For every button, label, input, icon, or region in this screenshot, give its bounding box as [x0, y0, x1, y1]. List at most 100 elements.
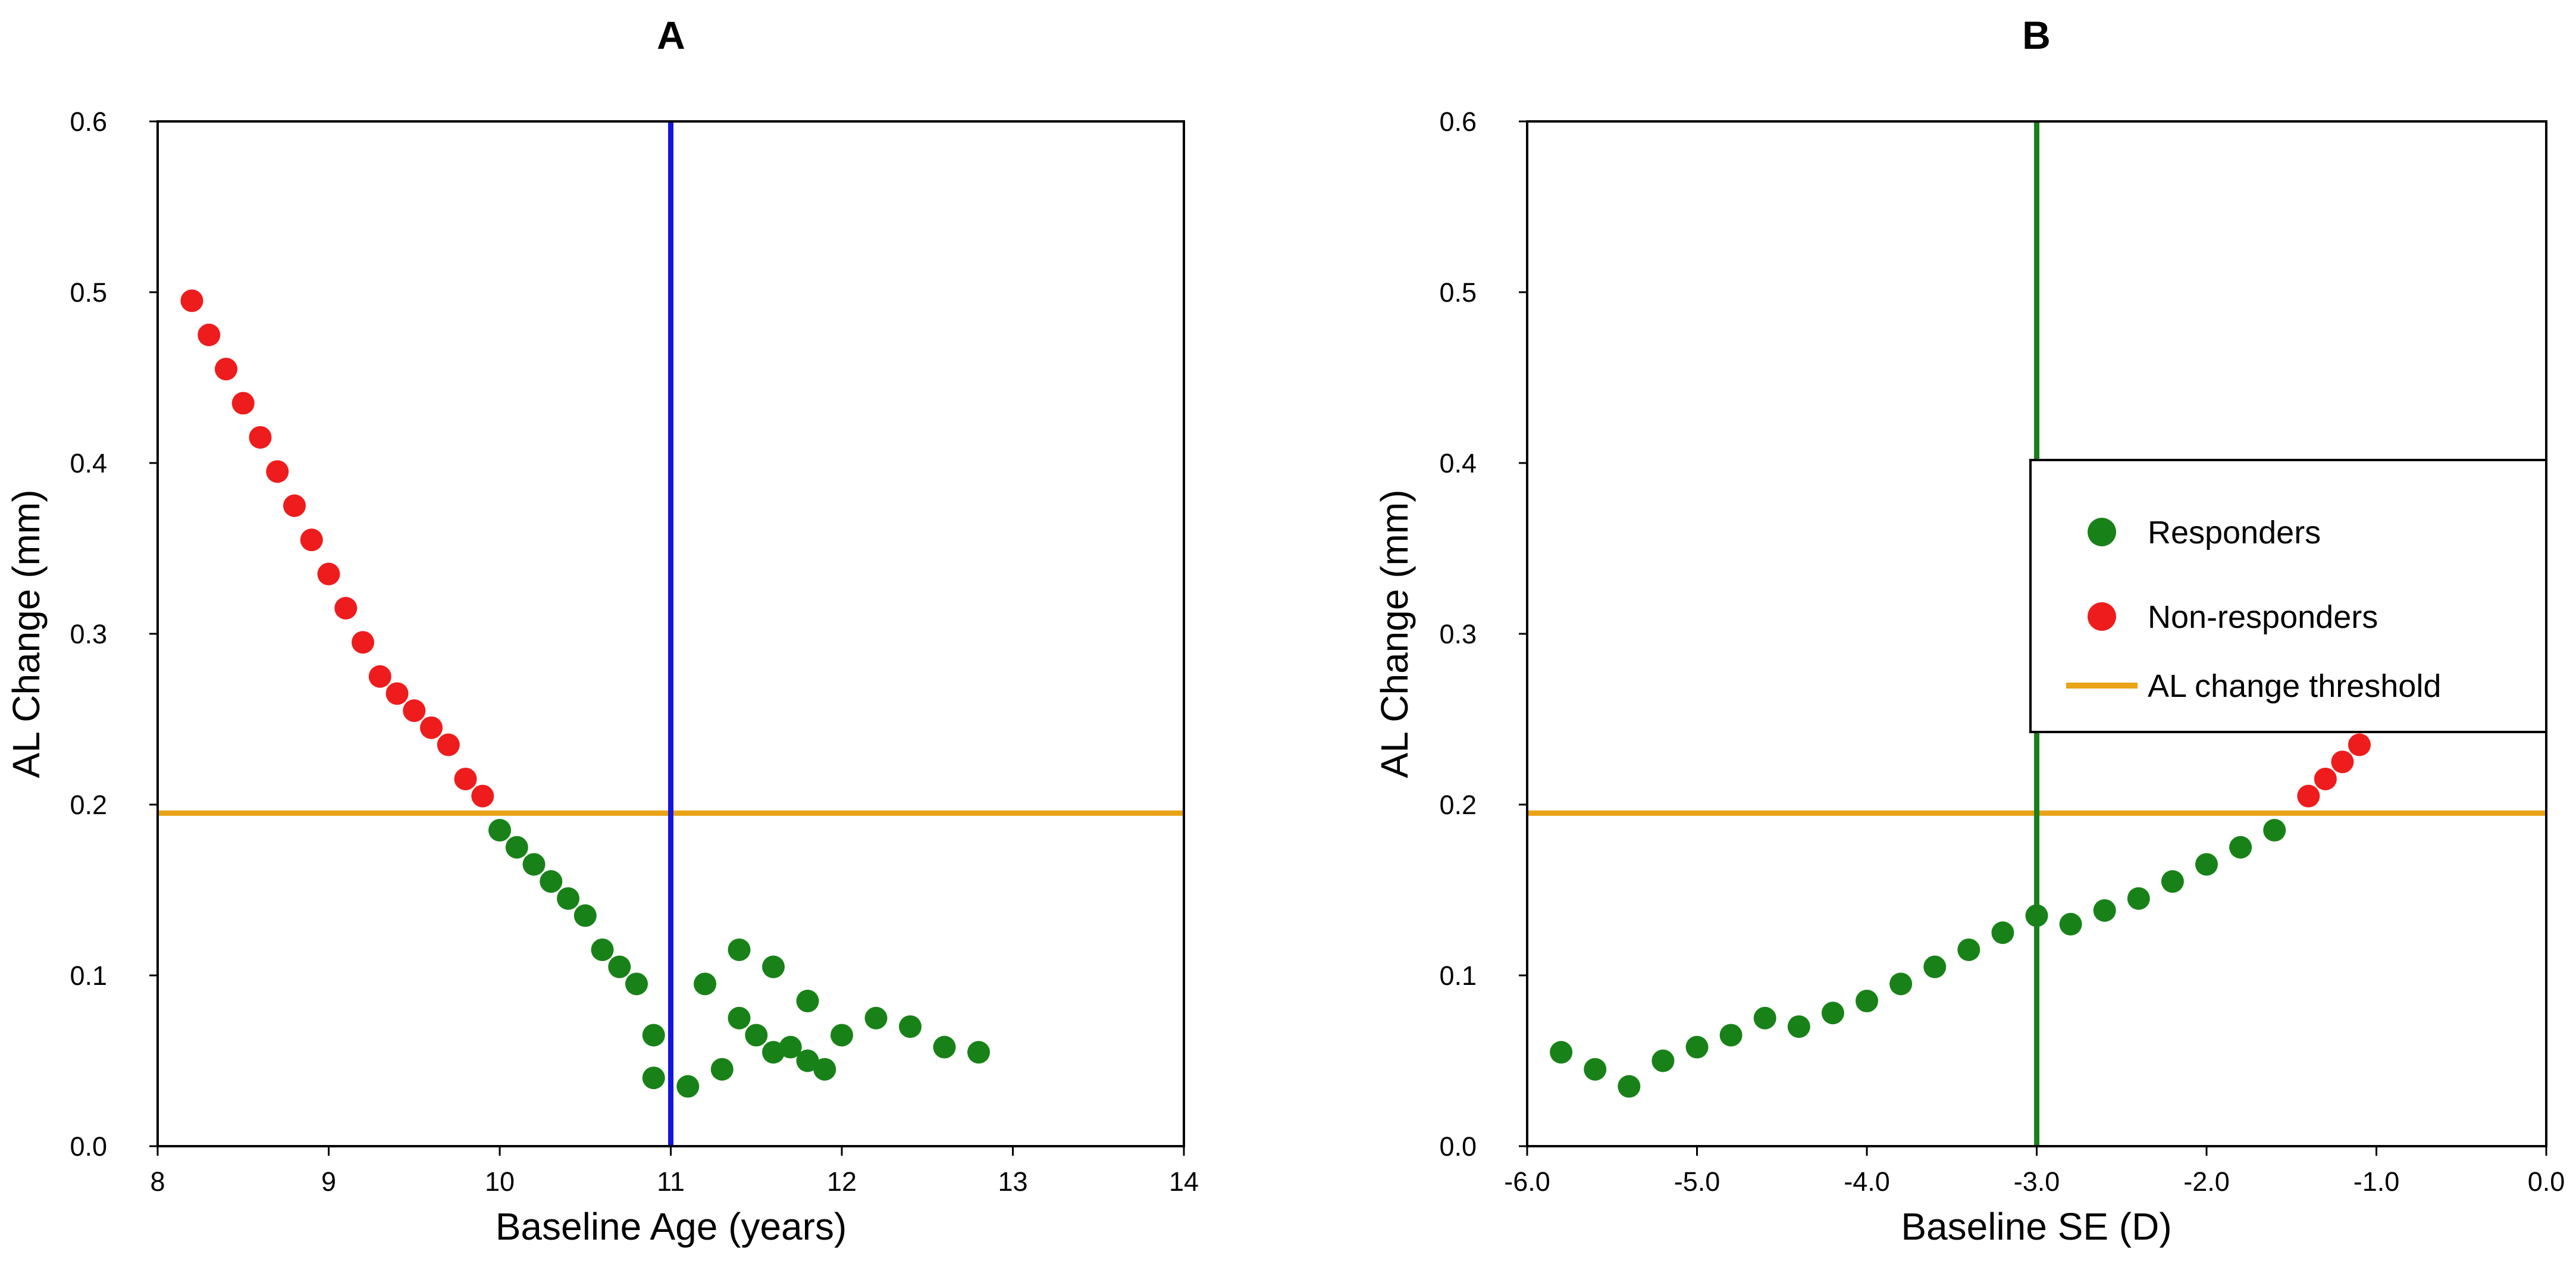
panel-b-point-responders [1685, 1036, 1709, 1059]
panel-b-point-responders [2263, 819, 2286, 842]
panel-b-point-responders [2059, 912, 2082, 936]
panel-b-point-responders [2229, 836, 2252, 859]
panel-a-point-responders [540, 870, 563, 893]
panel-a: A 8 9 10 11 12 13 14 0.0 0.1 0.2 0.3 0.4 0.5 0.6 Base… [5, 13, 1199, 1248]
panel-a-x-tick-label: 11 [657, 1166, 685, 1197]
panel-b-point-responders [1957, 938, 1980, 961]
panel-a-point-non-responders [231, 392, 255, 415]
panel-a-x-axis-label: Baseline Age (years) [496, 1205, 847, 1248]
legend-marker-non-responders [2088, 602, 2116, 631]
panel-b-x-tick-label: -4.0 [1844, 1166, 1890, 1197]
panel-a-point-responders [831, 1024, 853, 1047]
panel-a-ticks: 8 9 10 11 12 13 14 0.0 0.1 0.2 0.3 0.4 0.5 0.6 [70, 107, 1199, 1197]
panel-a-point-responders [864, 1006, 888, 1030]
panel-b-point-non-responders [2331, 750, 2354, 774]
panel-a-point-non-responders [454, 767, 477, 790]
legend-label-non-responders: Non-responders [2148, 599, 2378, 635]
panel-b-point-responders [2025, 904, 2048, 927]
panel-a-point-non-responders [471, 784, 494, 808]
panel-a-point-non-responders [368, 665, 391, 688]
panel-a-y-tick-label: 0.0 [70, 1131, 107, 1162]
panel-b-point-responders [1856, 990, 1878, 1013]
panel-a-y-tick-label: 0.1 [70, 961, 107, 991]
panel-b-point-responders [2195, 853, 2218, 876]
panel-b-point-responders [1821, 1002, 1844, 1025]
panel-a-point-responders [591, 938, 614, 961]
panel-a-points [180, 289, 990, 1098]
panel-a-x-tick-label: 9 [321, 1166, 336, 1197]
panel-b-y-tick-label: 0.4 [1439, 448, 1477, 478]
panel-a-point-non-responders [215, 358, 237, 381]
panel-a-point-responders [608, 955, 631, 978]
panel-a-point-non-responders [180, 289, 203, 312]
panel-a-point-responders [505, 836, 528, 859]
panel-b-ticks: -6.0 -5.0 -4.0 -3.0 -2.0 -1.0 0.0 0.0 0.1 0.2 0.3 0… [1439, 107, 2565, 1197]
panel-a-point-responders [779, 1036, 802, 1059]
panel-b-point-non-responders [2297, 784, 2320, 808]
panel-b-y-axis-label: AL Change (mm) [1373, 490, 1416, 778]
panel-a-point-responders [625, 972, 648, 996]
panel-b-point-responders [1753, 1006, 1776, 1030]
panel-a-point-non-responders [334, 596, 358, 620]
panel-a-point-non-responders [386, 682, 409, 705]
panel-b-y-tick-label: 0.2 [1439, 790, 1477, 820]
panel-a-point-non-responders [198, 323, 221, 346]
panel-a-point-responders [676, 1075, 700, 1098]
panel-a-point-non-responders [437, 733, 460, 756]
panel-b-point-non-responders [2314, 767, 2337, 790]
panel-a-point-responders [796, 990, 819, 1013]
panel-b-y-tick-label: 0.3 [1439, 619, 1477, 649]
panel-a-lines [158, 121, 1184, 1146]
panel-a-point-responders [762, 955, 785, 978]
panel-b-point-responders [1651, 1049, 1675, 1072]
panel-b-x-tick-label: -6.0 [1504, 1166, 1550, 1197]
panel-b-point-responders [2093, 899, 2116, 922]
panel-b-points [1550, 733, 2371, 1098]
panel-a-point-responders [522, 853, 546, 876]
panel-a-y-tick-label: 0.4 [70, 448, 107, 478]
panel-a-point-responders [642, 1066, 665, 1090]
panel-b-point-responders [2127, 887, 2150, 910]
panel-b-x-axis-label: Baseline SE (D) [1901, 1205, 2171, 1248]
panel-a-point-responders [574, 904, 597, 927]
panel-b-point-responders [1889, 972, 1913, 996]
panel-a-point-responders [728, 938, 751, 961]
panel-a-x-tick-label: 8 [150, 1166, 165, 1197]
panel-a-point-responders [642, 1024, 665, 1047]
panel-b-title: B [2022, 13, 2051, 57]
panel-a-x-tick-label: 13 [998, 1166, 1027, 1197]
panel-b-x-tick-label: 0.0 [2528, 1166, 2565, 1197]
panel-a-y-tick-label: 0.3 [70, 619, 107, 649]
legend-label-threshold: AL change threshold [2148, 668, 2441, 704]
legend-label-responders: Responders [2148, 515, 2321, 550]
panel-a-y-tick-label: 0.5 [70, 277, 107, 308]
panel-a-point-responders [813, 1058, 836, 1081]
panel-b-point-responders [1550, 1041, 1573, 1064]
panel-a-point-non-responders [420, 716, 443, 739]
legend-marker-responders [2088, 518, 2116, 546]
panel-b-point-responders [1584, 1058, 1607, 1081]
panel-a-point-non-responders [403, 699, 426, 722]
panel-a-point-responders [710, 1058, 734, 1081]
panel-a-point-non-responders [317, 562, 340, 586]
panel-b-point-responders [2161, 870, 2184, 893]
panel-b-y-tick-label: 0.1 [1439, 961, 1477, 991]
panel-b-x-tick-label: -3.0 [2014, 1166, 2060, 1197]
panel-b-point-responders [1787, 1015, 1810, 1038]
panel-a-point-non-responders [266, 460, 289, 483]
panel-a-x-tick-label: 14 [1169, 1166, 1199, 1197]
panel-a-y-tick-label: 0.6 [70, 107, 107, 137]
panel-a-point-responders [557, 887, 579, 910]
panel-a-point-responders [967, 1041, 990, 1064]
panel-a-point-responders [796, 1049, 819, 1072]
panel-b-point-responders [1618, 1075, 1641, 1098]
panel-a-point-non-responders [249, 426, 272, 449]
panel-b-x-tick-label: -1.0 [2354, 1166, 2400, 1197]
panel-a-point-non-responders [283, 494, 306, 517]
panel-b-point-non-responders [2348, 733, 2371, 756]
panel-a-point-responders [694, 972, 716, 996]
panel-b-y-tick-label: 0.6 [1439, 107, 1477, 137]
panel-b-y-tick-label: 0.0 [1439, 1131, 1477, 1162]
panel-b-point-responders [1991, 921, 2014, 944]
